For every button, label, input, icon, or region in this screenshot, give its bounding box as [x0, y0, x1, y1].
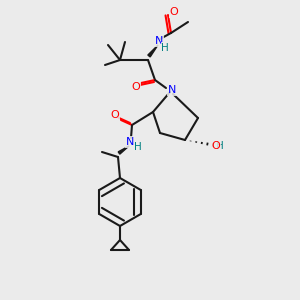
Text: H: H: [134, 142, 142, 152]
Text: N: N: [155, 36, 163, 46]
Text: N: N: [126, 137, 134, 147]
Text: O: O: [169, 7, 178, 17]
Text: O: O: [132, 82, 140, 92]
Text: H: H: [216, 141, 224, 151]
Text: N: N: [168, 85, 176, 95]
Polygon shape: [118, 146, 129, 154]
Polygon shape: [148, 45, 158, 57]
Text: O: O: [111, 110, 119, 120]
Text: H: H: [161, 43, 169, 53]
Text: O: O: [212, 141, 220, 151]
